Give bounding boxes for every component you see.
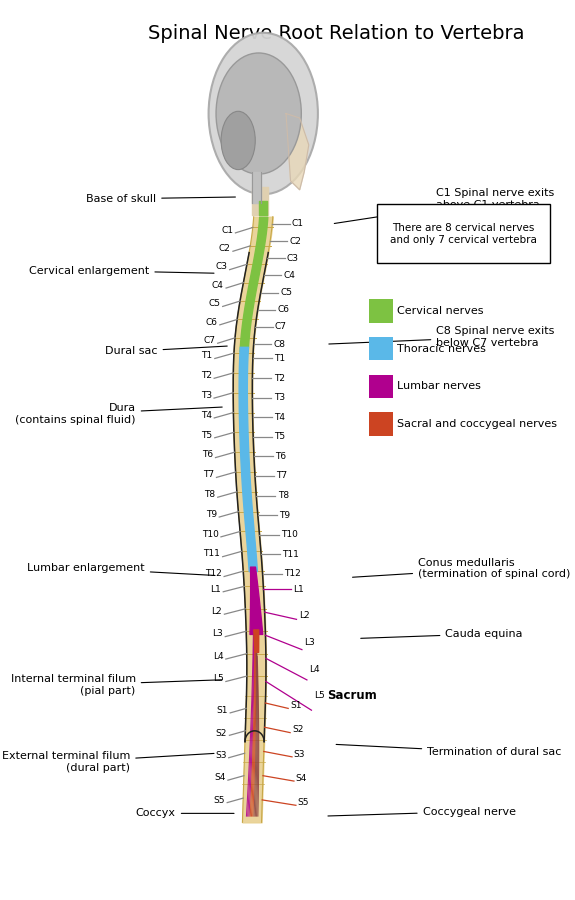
Text: L1: L1 <box>210 585 221 594</box>
Text: T9: T9 <box>206 510 217 519</box>
Bar <box>369 300 393 322</box>
Text: Lumbar nerves: Lumbar nerves <box>397 382 481 392</box>
Text: C1 Spinal nerve exits
above C1 vertebra: C1 Spinal nerve exits above C1 vertebra <box>334 188 554 223</box>
Text: C2: C2 <box>290 237 301 246</box>
Text: Sacrum: Sacrum <box>327 689 377 702</box>
Bar <box>369 374 393 398</box>
Text: S1: S1 <box>290 701 301 710</box>
Text: L3: L3 <box>304 638 315 647</box>
Text: C8 Spinal nerve exits
below C7 vertebra: C8 Spinal nerve exits below C7 vertebra <box>329 326 555 347</box>
Text: C6: C6 <box>277 305 289 314</box>
Text: T12: T12 <box>284 570 301 579</box>
Text: C7: C7 <box>204 336 216 345</box>
Ellipse shape <box>216 53 301 174</box>
Text: C6: C6 <box>205 318 217 327</box>
Text: Termination of dural sac: Termination of dural sac <box>336 744 562 758</box>
Text: Dura
(contains spinal fluid): Dura (contains spinal fluid) <box>15 403 222 425</box>
Text: Internal terminal filum
(pial part): Internal terminal filum (pial part) <box>10 674 222 696</box>
Text: Coccygeal nerve: Coccygeal nerve <box>328 806 516 816</box>
Text: Conus medullaris
(termination of spinal cord): Conus medullaris (termination of spinal … <box>352 558 570 580</box>
Text: T1: T1 <box>201 351 213 360</box>
Text: S3: S3 <box>215 751 227 760</box>
Text: C1: C1 <box>221 226 233 235</box>
Text: T12: T12 <box>205 570 222 579</box>
Text: T5: T5 <box>201 430 213 439</box>
Text: S4: S4 <box>296 774 307 783</box>
Text: T1: T1 <box>274 354 285 363</box>
Text: Spinal Nerve Root Relation to Vertebra: Spinal Nerve Root Relation to Vertebra <box>148 23 524 43</box>
Text: C5: C5 <box>280 288 292 297</box>
Text: C3: C3 <box>216 263 227 272</box>
Text: Lumbar enlargement: Lumbar enlargement <box>27 563 215 575</box>
Text: T8: T8 <box>278 491 289 500</box>
Text: T11: T11 <box>204 550 220 559</box>
Text: T4: T4 <box>274 413 285 422</box>
Text: C8: C8 <box>273 339 285 348</box>
Text: S2: S2 <box>216 729 227 738</box>
Text: Cauda equina: Cauda equina <box>361 629 523 639</box>
Text: L3: L3 <box>212 629 223 638</box>
Text: S1: S1 <box>216 706 228 716</box>
Text: T9: T9 <box>279 510 290 519</box>
Text: Cervical nerves: Cervical nerves <box>397 306 484 316</box>
Bar <box>369 412 393 436</box>
Text: L4: L4 <box>213 652 224 661</box>
Text: T6: T6 <box>275 452 286 461</box>
Text: T10: T10 <box>202 530 218 539</box>
Text: T11: T11 <box>282 550 300 559</box>
Text: T3: T3 <box>201 391 212 400</box>
Text: C2: C2 <box>218 244 231 253</box>
Polygon shape <box>286 113 309 190</box>
Text: C4: C4 <box>283 271 296 280</box>
Text: L5: L5 <box>213 674 224 683</box>
Text: T2: T2 <box>201 371 212 380</box>
Text: T4: T4 <box>201 410 212 419</box>
Text: T2: T2 <box>274 374 285 382</box>
Text: L1: L1 <box>293 585 304 594</box>
Text: S5: S5 <box>298 798 309 807</box>
Text: Thoracic nerves: Thoracic nerves <box>397 344 486 354</box>
Text: T8: T8 <box>204 490 216 499</box>
Text: L4: L4 <box>309 664 320 673</box>
Text: Coccyx: Coccyx <box>136 808 234 818</box>
Text: L2: L2 <box>212 607 222 616</box>
Text: T3: T3 <box>274 393 285 402</box>
Text: C3: C3 <box>287 254 299 263</box>
Text: S4: S4 <box>214 773 225 782</box>
Text: L2: L2 <box>299 611 309 620</box>
Text: T10: T10 <box>281 530 298 539</box>
Text: C7: C7 <box>275 322 287 331</box>
Text: There are 8 cervical nerves
and only 7 cervical vertebra: There are 8 cervical nerves and only 7 c… <box>390 223 537 245</box>
Bar <box>369 337 393 360</box>
Text: C1: C1 <box>292 220 304 229</box>
Text: T7: T7 <box>203 470 214 479</box>
Text: S2: S2 <box>292 725 304 734</box>
Text: C4: C4 <box>212 281 224 290</box>
Text: C5: C5 <box>208 300 220 309</box>
Text: T5: T5 <box>275 432 286 441</box>
Ellipse shape <box>209 32 318 194</box>
FancyBboxPatch shape <box>377 204 550 264</box>
Text: Cervical enlargement: Cervical enlargement <box>29 266 214 275</box>
Ellipse shape <box>221 112 255 169</box>
Text: External terminal filum
(dural part): External terminal filum (dural part) <box>2 752 214 773</box>
Text: T7: T7 <box>277 472 288 481</box>
Text: Dural sac: Dural sac <box>105 346 227 356</box>
Text: L5: L5 <box>314 691 324 700</box>
Text: T6: T6 <box>202 450 213 459</box>
Text: Sacral and coccygeal nerves: Sacral and coccygeal nerves <box>397 419 557 429</box>
Text: Base of skull: Base of skull <box>86 194 235 203</box>
Text: S5: S5 <box>213 796 225 805</box>
Text: S3: S3 <box>294 750 305 759</box>
